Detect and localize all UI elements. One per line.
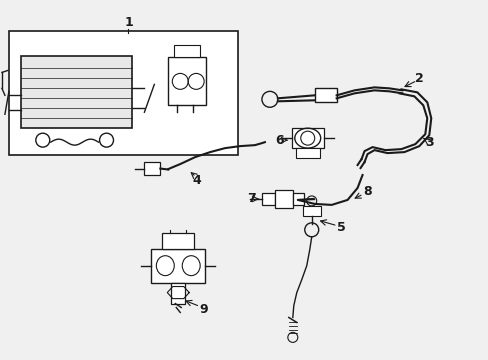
Text: 6: 6 bbox=[275, 134, 284, 147]
Bar bbox=[262, 193, 274, 205]
Text: 8: 8 bbox=[363, 185, 371, 198]
Text: 7: 7 bbox=[247, 193, 256, 206]
Bar bbox=[151, 249, 205, 283]
Bar bbox=[292, 193, 303, 205]
Text: 5: 5 bbox=[337, 221, 346, 234]
Bar bbox=[295, 148, 319, 158]
Bar bbox=[144, 162, 160, 175]
Bar bbox=[314, 88, 336, 102]
Bar bbox=[162, 233, 194, 249]
Bar bbox=[21, 57, 132, 128]
Bar bbox=[168, 58, 206, 105]
Bar bbox=[302, 206, 320, 216]
Bar bbox=[274, 190, 292, 208]
Bar bbox=[9, 31, 238, 155]
Text: 3: 3 bbox=[424, 136, 433, 149]
Bar bbox=[171, 283, 185, 303]
Bar bbox=[174, 45, 200, 58]
Text: 4: 4 bbox=[192, 174, 201, 186]
Text: 1: 1 bbox=[124, 16, 133, 29]
Bar bbox=[291, 128, 323, 148]
Text: 9: 9 bbox=[200, 303, 208, 316]
Text: 2: 2 bbox=[414, 72, 423, 85]
